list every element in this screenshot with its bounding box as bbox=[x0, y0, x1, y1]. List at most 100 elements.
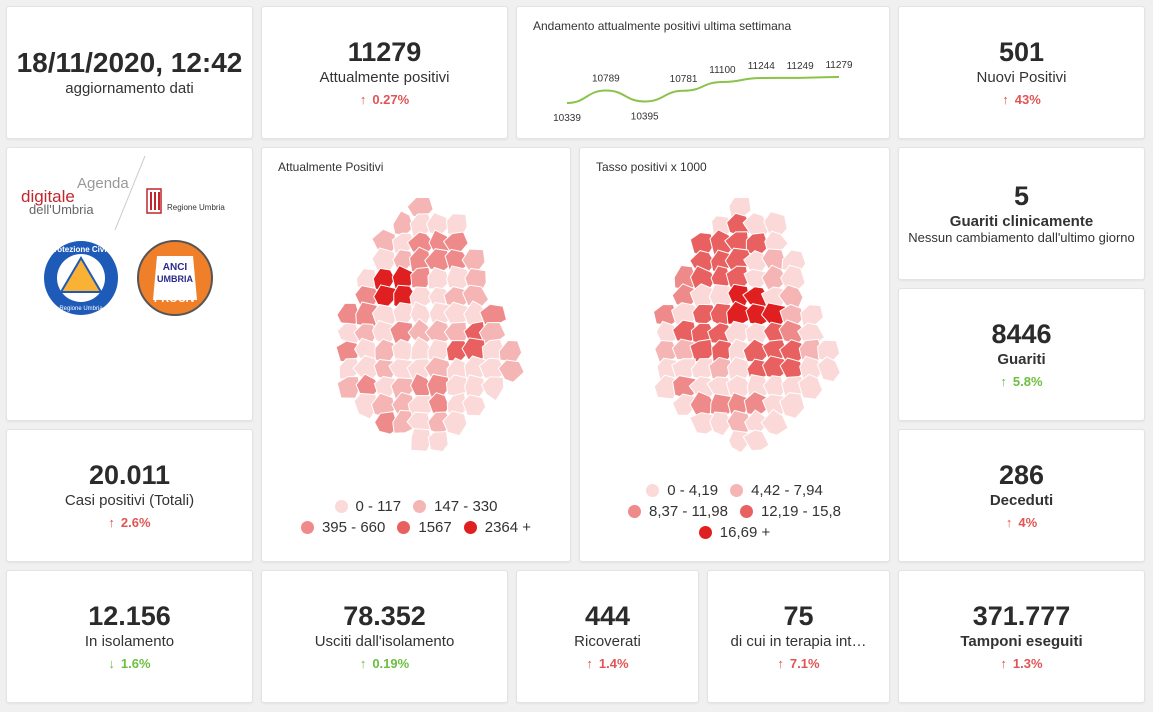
legend-item[interactable]: 16,69 + bbox=[698, 522, 770, 543]
trend-point-label: 10789 bbox=[592, 74, 620, 85]
legend-item[interactable]: 2364 + bbox=[463, 517, 532, 538]
isolamento-card[interactable]: 12.156 In isolamento ↓ 1.6% bbox=[6, 570, 253, 703]
legend-item[interactable]: 1567 bbox=[397, 517, 452, 538]
legend-swatch bbox=[730, 484, 744, 497]
municipality-area[interactable] bbox=[797, 373, 824, 400]
regione-umbria-text: Regione Umbria bbox=[167, 203, 225, 212]
map-tasso-title: Tasso positivi x 1000 bbox=[596, 160, 707, 174]
usciti-label: Usciti dall'isolamento bbox=[314, 632, 455, 650]
municipality-area[interactable] bbox=[779, 392, 806, 419]
delta-value: 1.4% bbox=[598, 655, 629, 671]
casi-totali-delta: ↑ 2.6% bbox=[108, 515, 150, 530]
nuovi-positivi-delta: ↑ 43% bbox=[1002, 92, 1041, 107]
legend-label: 2364 + bbox=[484, 519, 532, 536]
terapia-card[interactable]: 75 di cui in terapia int… ↑ 7.1% bbox=[707, 570, 890, 703]
terapia-delta: ↑ 7.1% bbox=[777, 656, 819, 671]
municipality-area[interactable] bbox=[461, 394, 487, 417]
tamponi-card[interactable]: 371.777 Tamponi eseguiti ↑ 1.3% bbox=[898, 570, 1145, 703]
trend-series-line bbox=[566, 76, 840, 104]
municipality-area[interactable] bbox=[336, 375, 361, 399]
legend-label: 12,19 - 15,8 bbox=[760, 503, 841, 520]
casi-totali-label: Casi positivi (Totali) bbox=[64, 491, 195, 509]
municipality-area[interactable] bbox=[445, 213, 468, 236]
legend-swatch bbox=[334, 500, 348, 513]
legend-swatch bbox=[627, 505, 641, 518]
map-tasso-card[interactable]: Tasso positivi x 1000 0 - 4,19 4,42 - 7,9… bbox=[579, 147, 890, 562]
municipality-area[interactable] bbox=[480, 376, 505, 402]
municipality-area[interactable] bbox=[742, 429, 770, 452]
agenda-line1: Agenda bbox=[77, 175, 129, 192]
tamponi-label: Tamponi eseguiti bbox=[960, 632, 1083, 650]
delta-value: 0.19% bbox=[372, 655, 410, 671]
legend-item[interactable]: 4,42 - 7,94 bbox=[730, 480, 823, 501]
tamponi-value: 371.777 bbox=[972, 601, 1071, 632]
deceduti-card[interactable]: 286 Deceduti ↑ 4% bbox=[898, 429, 1145, 562]
agenda-digitale-logo: Agenda digitale dell'Umbria bbox=[21, 175, 129, 217]
prociv-text: PROCIV bbox=[154, 293, 197, 305]
update-datetime: 18/11/2020, 12:42 bbox=[16, 47, 243, 79]
legend-item[interactable]: 147 - 330 bbox=[413, 496, 497, 517]
arrow-up-icon: ↑ bbox=[586, 655, 593, 671]
casi-totali-value: 20.011 bbox=[88, 460, 171, 491]
ricoverati-label: Ricoverati bbox=[574, 632, 641, 650]
legend-row: 0 - 117 147 - 330 bbox=[262, 496, 570, 517]
legend-label: 0 - 117 bbox=[355, 498, 402, 515]
municipality-area[interactable] bbox=[709, 411, 732, 437]
usciti-delta: ↑ 0.19% bbox=[360, 656, 409, 671]
divider bbox=[114, 155, 146, 231]
guariti-clinicamente-card[interactable]: 5 Guariti clinicamente Nessun cambiament… bbox=[898, 147, 1145, 280]
municipality-area[interactable] bbox=[442, 410, 468, 437]
umbria-map-positivi[interactable] bbox=[262, 198, 572, 498]
legend-label: 8,37 - 11,98 bbox=[648, 503, 728, 520]
municipality-area[interactable] bbox=[353, 392, 380, 420]
legend-item[interactable]: 0 - 117 bbox=[334, 496, 402, 517]
update-label: aggiornamento dati bbox=[65, 79, 194, 97]
map-positivi-legend: 0 - 117 147 - 330 395 - 660 1567 2364 + bbox=[262, 496, 570, 538]
municipality-area[interactable] bbox=[497, 359, 525, 383]
casi-totali-card[interactable]: 20.011 Casi positivi (Totali) ↑ 2.6% bbox=[6, 429, 253, 562]
protezione-civile-sub: Regione Umbria bbox=[59, 306, 103, 312]
guariti-card[interactable]: 8446 Guariti ↑ 5.8% bbox=[898, 288, 1145, 421]
ricoverati-card[interactable]: 444 Ricoverati ↑ 1.4% bbox=[516, 570, 699, 703]
map-positivi-card[interactable]: Attualmente Positivi 0 - 117 147 - 330 395… bbox=[261, 147, 571, 562]
map-tasso-legend: 0 - 4,19 4,42 - 7,94 8,37 - 11,98 12,19 - 1… bbox=[580, 480, 889, 543]
trend-point-label: 11249 bbox=[787, 61, 815, 72]
trend-point-label: 11100 bbox=[709, 65, 736, 76]
municipality-area[interactable] bbox=[800, 304, 824, 327]
umbria-map-tasso[interactable] bbox=[580, 198, 891, 498]
guariti-delta: ↑ 5.8% bbox=[1000, 374, 1042, 389]
usciti-card[interactable]: 78.352 Usciti dall'isolamento ↑ 0.19% bbox=[261, 570, 508, 703]
legend-item[interactable]: 8,37 - 11,98 bbox=[627, 501, 728, 522]
attualmente-positivi-delta: ↑ 0.27% bbox=[360, 92, 409, 107]
legend-label: 4,42 - 7,94 bbox=[751, 482, 823, 499]
legend-row: 16,69 + bbox=[580, 522, 889, 543]
legend-label: 395 - 660 bbox=[321, 519, 386, 536]
trend-chart-title: Andamento attualmente positivi ultima se… bbox=[533, 19, 792, 33]
arrow-up-icon: ↑ bbox=[1002, 91, 1009, 107]
arrow-up-icon: ↑ bbox=[108, 514, 115, 530]
nuovi-positivi-label: Nuovi Positivi bbox=[976, 68, 1067, 86]
legend-item[interactable]: 12,19 - 15,8 bbox=[739, 501, 841, 522]
municipality-area[interactable] bbox=[464, 374, 486, 400]
legend-item[interactable]: 0 - 4,19 bbox=[646, 480, 718, 501]
municipality-area[interactable] bbox=[373, 411, 399, 435]
municipality-area[interactable] bbox=[410, 427, 432, 452]
legend-item[interactable]: 395 - 660 bbox=[300, 517, 386, 538]
municipality-area[interactable] bbox=[427, 430, 449, 453]
delta-value: 1.3% bbox=[1012, 655, 1043, 671]
municipality-area[interactable] bbox=[392, 409, 418, 434]
nuovi-positivi-card[interactable]: 501 Nuovi Positivi ↑ 43% bbox=[898, 6, 1145, 139]
deceduti-delta: ↑ 4% bbox=[1006, 515, 1037, 530]
municipality-area[interactable] bbox=[498, 339, 523, 363]
municipality-area[interactable] bbox=[760, 408, 789, 436]
anci-prociv-logo: ANCI UMBRIA PROCIV bbox=[137, 240, 213, 316]
municipality-area[interactable] bbox=[816, 356, 841, 383]
arrow-up-icon: ↑ bbox=[777, 655, 784, 671]
regione-umbria-logo: Regione Umbria bbox=[146, 188, 225, 214]
attualmente-positivi-card[interactable]: 11279 Attualmente positivi ↑ 0.27% bbox=[261, 6, 508, 139]
trend-chart-card[interactable]: Andamento attualmente positivi ultima se… bbox=[516, 6, 890, 139]
trend-point-label: 10395 bbox=[631, 111, 659, 122]
usciti-value: 78.352 bbox=[343, 601, 426, 632]
protezione-civile-logo: Protezione Civile Regione Umbria bbox=[44, 241, 118, 315]
trend-point-label: 10339 bbox=[553, 113, 581, 124]
